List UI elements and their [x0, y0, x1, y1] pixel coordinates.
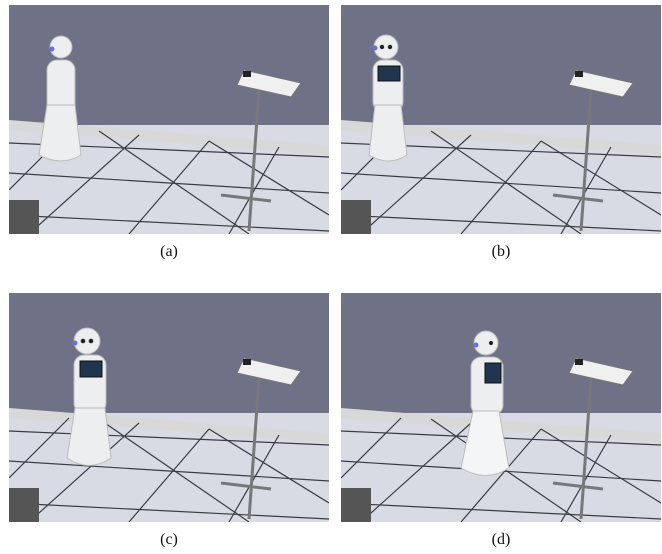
robot-photo-a: [9, 5, 329, 234]
robot-pepper: [368, 34, 408, 162]
robot-photo-b: [341, 5, 661, 234]
robot-pepper: [38, 35, 82, 162]
caption-b: (b): [491, 243, 511, 260]
panel-b: [341, 5, 661, 234]
robot-photo-c: [9, 293, 329, 522]
caption-d: (d): [491, 531, 511, 548]
robot-pepper: [66, 327, 112, 466]
robot-pepper: [460, 330, 510, 476]
panel-a: [9, 5, 329, 234]
robot-photo-d: [341, 293, 661, 522]
caption-a: (a): [160, 243, 178, 260]
panel-d: [341, 293, 661, 522]
panel-c: [9, 293, 329, 522]
caption-c: (c): [160, 531, 178, 548]
